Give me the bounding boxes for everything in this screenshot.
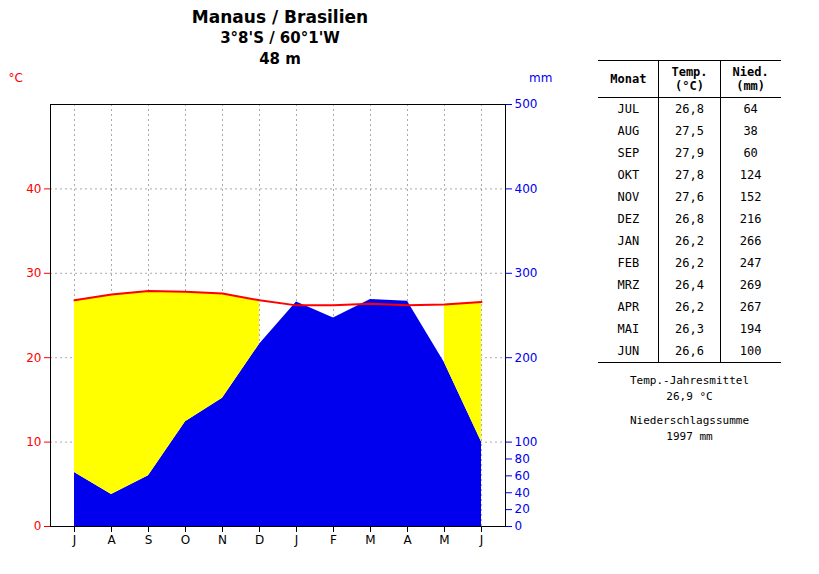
html-text:38: 38 [743,124,758,138]
html-text:26,2: 26,2 [675,234,704,248]
html-text:247: 247 [739,256,762,270]
svg-text:J: J [72,533,77,547]
html-text:FEB: FEB [617,256,640,270]
html-text:Monat: Monat [610,72,647,86]
svg-text:0: 0 [515,519,523,533]
svg-text:S: S [145,533,153,547]
html-text:26,4: 26,4 [675,278,704,292]
svg-text:60: 60 [515,469,530,483]
html-text:Temp. (°C): Temp. (°C) [671,65,708,93]
html-text:JAN: JAN [617,234,640,248]
svg-text:200: 200 [515,351,538,365]
html-text:1997 mm: 1997 mm [666,430,713,443]
svg-text:D: D [255,533,264,547]
html-text:SEP: SEP [617,146,640,160]
html-text:216: 216 [739,212,762,226]
svg-text:500: 500 [515,97,538,111]
svg-text:M: M [365,533,375,547]
html-text:124: 124 [739,168,762,182]
html-text:Manaus / Brasilien: Manaus / Brasilien [191,7,369,27]
html-text:266: 266 [739,234,762,248]
svg-text:°C: °C [9,71,23,85]
svg-text:20: 20 [26,351,41,365]
html-text:26,8: 26,8 [675,212,704,226]
html-text:100: 100 [739,344,762,358]
svg-text:O: O [181,533,190,547]
html-text:48 m: 48 m [259,50,301,68]
svg-text:300: 300 [515,266,538,280]
html-text:27,5: 27,5 [675,124,704,138]
html-text:26,2: 26,2 [675,256,704,270]
html-text:60: 60 [743,146,758,160]
html-text:26,8: 26,8 [675,102,704,116]
html-text:DEZ: DEZ [617,212,640,226]
svg-text:10: 10 [26,435,41,449]
html-text:Niederschlagssumme: Niederschlagssumme [629,414,750,427]
html-text:OKT: OKT [617,168,640,182]
svg-text:A: A [403,533,412,547]
html-text:194: 194 [739,322,762,336]
html-text:JUL: JUL [617,102,640,116]
html-text:267: 267 [739,300,762,314]
html-text:26,9 °C: 26,9 °C [666,390,713,403]
html-text:MAI: MAI [617,322,640,336]
html-text:26,3: 26,3 [675,322,704,336]
svg-text:40: 40 [515,486,530,500]
html-text:Nied. (mm): Nied. (mm) [732,65,769,93]
html-text:27,8: 27,8 [675,168,704,182]
html-text:NOV: NOV [617,190,640,204]
svg-text:100: 100 [515,435,538,449]
html-text:26,2: 26,2 [675,300,704,314]
svg-text:20: 20 [515,502,530,516]
svg-text:mm: mm [529,71,552,85]
html-text:Temp.-Jahresmittel: Temp.-Jahresmittel [629,374,750,387]
html-text:152: 152 [739,190,762,204]
svg-text:400: 400 [515,182,538,196]
html-text:26,6: 26,6 [675,344,704,358]
svg-text:80: 80 [515,452,530,466]
html-text:64: 64 [743,102,758,116]
svg-text:J: J [479,533,484,547]
html-text:3°8'S / 60°1'W: 3°8'S / 60°1'W [220,29,340,47]
html-text:27,9: 27,9 [675,146,704,160]
svg-text:30: 30 [26,266,41,280]
html-text:AUG: AUG [617,124,640,138]
html-text:JUN: JUN [617,344,640,358]
html-text:APR: APR [617,300,640,314]
svg-text:40: 40 [26,182,41,196]
svg-text:A: A [107,533,116,547]
svg-text:N: N [218,533,227,547]
svg-text:J: J [294,533,299,547]
svg-text:F: F [330,533,337,547]
html-text:MRZ: MRZ [617,278,640,292]
svg-text:M: M [439,533,449,547]
html-text:269: 269 [739,278,762,292]
svg-text:0: 0 [34,519,42,533]
html-text:27,6: 27,6 [675,190,704,204]
